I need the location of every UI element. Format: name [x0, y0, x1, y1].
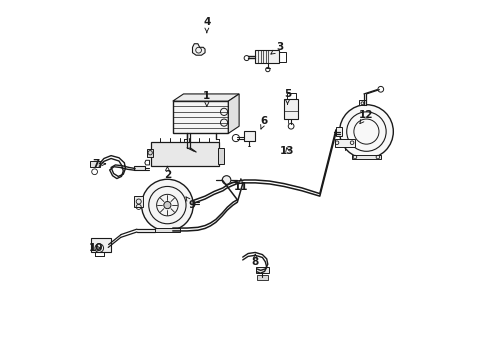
- Text: 1: 1: [203, 91, 210, 107]
- Text: 11: 11: [233, 179, 247, 192]
- Bar: [255, 50, 278, 63]
- Polygon shape: [192, 44, 204, 55]
- Bar: [217, 148, 224, 164]
- Bar: [334, 139, 354, 147]
- Bar: [155, 228, 180, 232]
- Circle shape: [142, 179, 193, 231]
- Circle shape: [163, 202, 171, 209]
- Bar: [335, 127, 342, 136]
- Bar: [151, 142, 219, 166]
- Text: 4: 4: [203, 17, 210, 33]
- Bar: [278, 51, 285, 62]
- Bar: [351, 155, 380, 159]
- Text: 6: 6: [260, 116, 267, 129]
- Bar: [147, 149, 153, 157]
- Text: 12: 12: [359, 111, 373, 124]
- Bar: [255, 267, 268, 273]
- Bar: [134, 166, 145, 170]
- Bar: [284, 99, 298, 119]
- Bar: [134, 196, 143, 207]
- Polygon shape: [172, 94, 239, 101]
- Text: 5: 5: [284, 89, 290, 104]
- Bar: [358, 100, 366, 105]
- Text: 3: 3: [270, 42, 284, 54]
- Text: 2: 2: [163, 166, 171, 180]
- Circle shape: [339, 105, 392, 158]
- Text: 13: 13: [280, 146, 294, 156]
- Text: 7: 7: [92, 159, 105, 169]
- Bar: [257, 275, 267, 280]
- Bar: [244, 131, 254, 141]
- Polygon shape: [228, 94, 239, 134]
- Circle shape: [222, 176, 230, 184]
- Text: 10: 10: [88, 243, 102, 253]
- Text: 8: 8: [251, 255, 258, 267]
- Bar: [286, 93, 295, 99]
- Bar: [91, 238, 110, 252]
- Bar: [172, 101, 228, 134]
- Bar: [89, 161, 100, 167]
- Text: 9: 9: [185, 197, 196, 210]
